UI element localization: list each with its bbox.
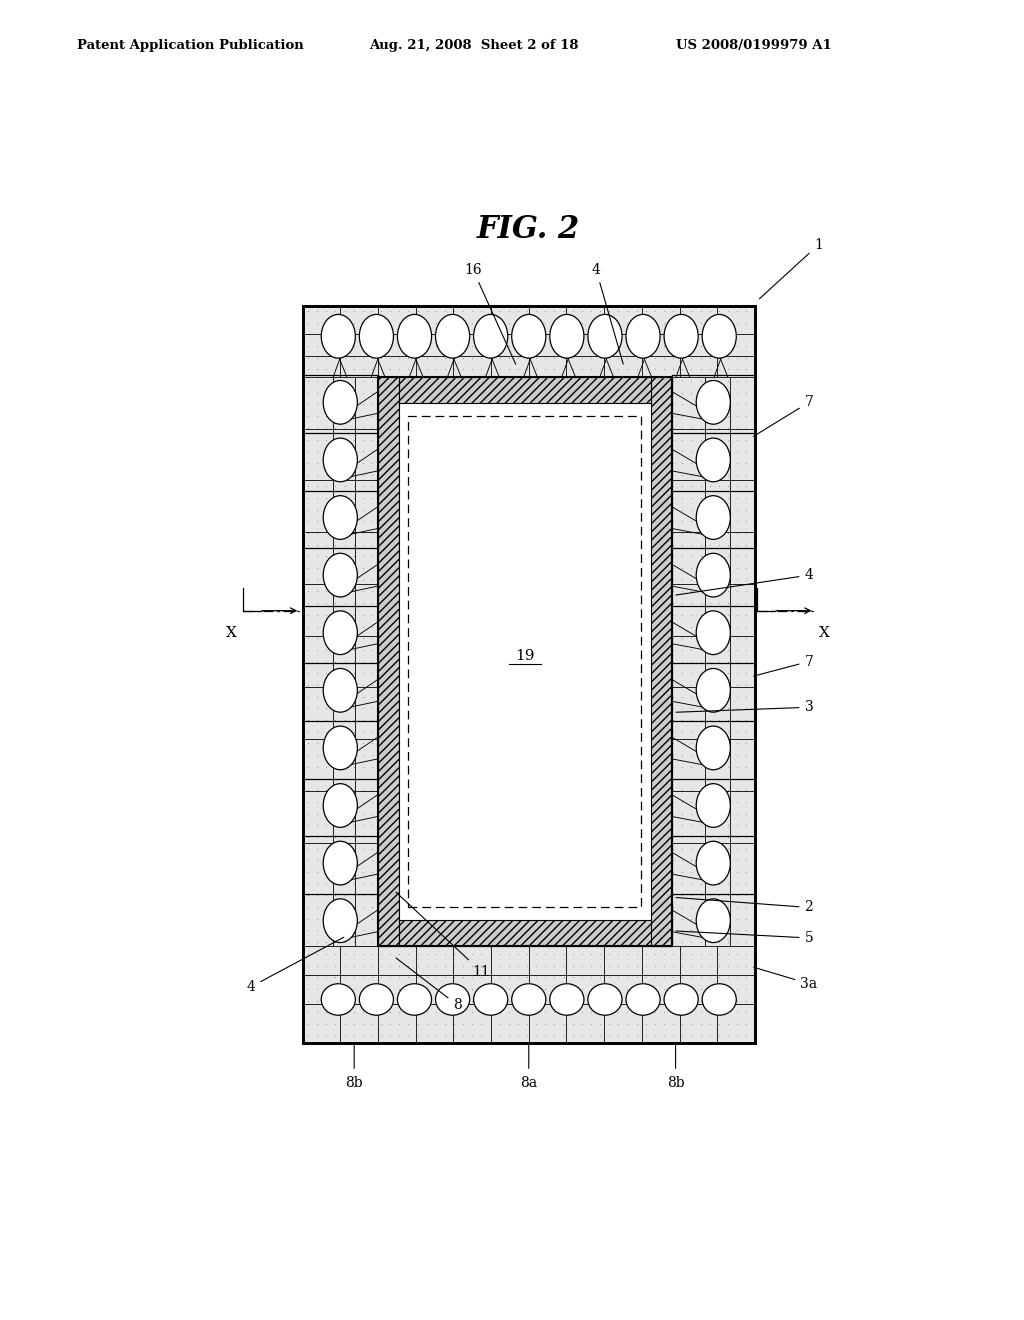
- Circle shape: [322, 314, 355, 358]
- Ellipse shape: [322, 983, 355, 1015]
- Text: 16: 16: [465, 263, 516, 364]
- Circle shape: [665, 314, 698, 358]
- Circle shape: [588, 314, 622, 358]
- Circle shape: [696, 841, 730, 884]
- Polygon shape: [401, 408, 648, 916]
- Text: 8b: 8b: [345, 1076, 362, 1090]
- Text: 3: 3: [676, 700, 813, 714]
- Text: 3a: 3a: [754, 968, 817, 991]
- Ellipse shape: [588, 983, 622, 1015]
- Circle shape: [359, 314, 393, 358]
- Circle shape: [696, 438, 730, 482]
- Polygon shape: [378, 378, 398, 946]
- Ellipse shape: [474, 983, 508, 1015]
- Text: 7: 7: [754, 655, 813, 676]
- Text: Aug. 21, 2008  Sheet 2 of 18: Aug. 21, 2008 Sheet 2 of 18: [369, 38, 579, 51]
- Circle shape: [324, 841, 357, 884]
- Circle shape: [696, 611, 730, 655]
- Circle shape: [324, 899, 357, 942]
- Circle shape: [324, 380, 357, 424]
- Circle shape: [324, 438, 357, 482]
- Text: 2: 2: [676, 898, 813, 915]
- Text: 8: 8: [396, 958, 462, 1012]
- Circle shape: [474, 314, 508, 358]
- Circle shape: [696, 668, 730, 713]
- Text: Patent Application Publication: Patent Application Publication: [77, 38, 303, 51]
- Text: 7: 7: [754, 395, 813, 437]
- Polygon shape: [378, 378, 672, 404]
- Circle shape: [696, 899, 730, 942]
- Polygon shape: [378, 920, 672, 946]
- Ellipse shape: [512, 983, 546, 1015]
- Circle shape: [324, 726, 357, 770]
- Polygon shape: [378, 378, 672, 946]
- Circle shape: [696, 553, 730, 597]
- Circle shape: [512, 314, 546, 358]
- Polygon shape: [303, 306, 755, 1043]
- Text: 8a: 8a: [520, 1076, 538, 1090]
- Polygon shape: [378, 378, 672, 946]
- Text: 4: 4: [676, 568, 813, 595]
- Ellipse shape: [626, 983, 660, 1015]
- Text: 8b: 8b: [667, 1076, 684, 1090]
- Circle shape: [324, 496, 357, 540]
- Circle shape: [626, 314, 660, 358]
- Text: 4: 4: [247, 937, 344, 994]
- Text: 5: 5: [676, 931, 813, 945]
- Ellipse shape: [359, 983, 393, 1015]
- Text: FIG. 2: FIG. 2: [477, 214, 581, 246]
- Ellipse shape: [435, 983, 470, 1015]
- Ellipse shape: [550, 983, 584, 1015]
- Text: X: X: [819, 626, 830, 640]
- Ellipse shape: [397, 983, 431, 1015]
- Text: 1: 1: [760, 238, 823, 298]
- Circle shape: [397, 314, 431, 358]
- Circle shape: [696, 726, 730, 770]
- Circle shape: [324, 553, 357, 597]
- Text: US 2008/0199979 A1: US 2008/0199979 A1: [676, 38, 831, 51]
- Ellipse shape: [702, 983, 736, 1015]
- Polygon shape: [651, 378, 672, 946]
- Text: 11: 11: [396, 892, 490, 978]
- Circle shape: [696, 496, 730, 540]
- Text: X: X: [225, 626, 237, 640]
- Text: 19: 19: [515, 649, 535, 664]
- Circle shape: [550, 314, 584, 358]
- Ellipse shape: [665, 983, 698, 1015]
- Text: 4: 4: [592, 263, 624, 364]
- Circle shape: [324, 611, 357, 655]
- Circle shape: [324, 668, 357, 713]
- Circle shape: [696, 380, 730, 424]
- Circle shape: [435, 314, 470, 358]
- Circle shape: [696, 784, 730, 828]
- Circle shape: [324, 784, 357, 828]
- Circle shape: [702, 314, 736, 358]
